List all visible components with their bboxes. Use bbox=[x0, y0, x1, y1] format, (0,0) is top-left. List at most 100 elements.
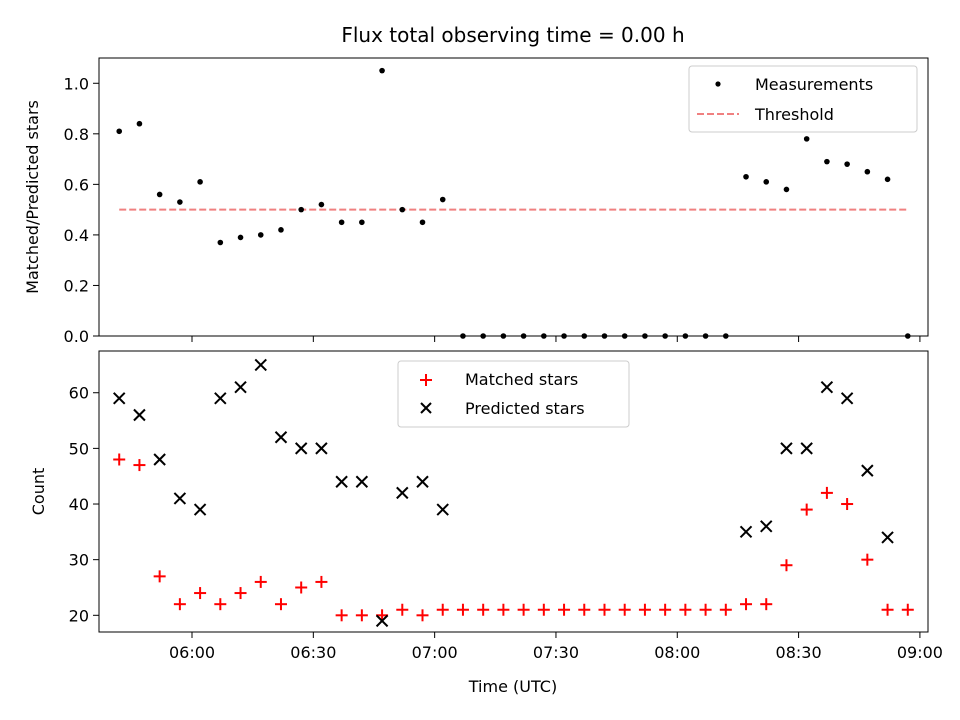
ratio-panel: Flux total observing time = 0.00 h Match… bbox=[23, 23, 929, 346]
predicted-star-point bbox=[274, 431, 288, 444]
x-tick-label: 06:00 bbox=[169, 643, 215, 662]
matched-star-point bbox=[820, 486, 833, 499]
matched-star-point bbox=[558, 603, 571, 616]
matched-star-point bbox=[740, 598, 753, 611]
matched-star-point bbox=[477, 603, 490, 616]
measurement-point bbox=[864, 168, 871, 175]
predicted-star-point bbox=[234, 380, 247, 394]
count-y-axis-label: Count bbox=[29, 468, 48, 516]
predicted-star-point bbox=[193, 503, 207, 516]
predicted-star-point bbox=[254, 358, 267, 372]
matched-star-point bbox=[355, 609, 368, 622]
x-axis-label: Time (UTC) bbox=[468, 677, 557, 696]
matched-star-point bbox=[214, 598, 227, 611]
legend-label-measurements: Measurements bbox=[755, 75, 873, 94]
matched-star-point bbox=[800, 503, 813, 516]
x-tick-label: 06:30 bbox=[290, 643, 336, 662]
matched-star-point bbox=[173, 598, 186, 611]
ratio-legend: Measurements Threshold bbox=[688, 65, 918, 133]
predicted-star-point bbox=[739, 525, 753, 539]
count-panel: Count Time (UTC) 20 30 40 50 60 06:00 06:30 07… bbox=[29, 350, 943, 696]
ratio-y-tick-label: 0.0 bbox=[64, 327, 89, 346]
matched-star-point bbox=[861, 553, 874, 566]
measurement-point bbox=[116, 128, 123, 135]
ratio-y-tick-label: 1.0 bbox=[64, 74, 89, 93]
matched-star-point bbox=[456, 603, 469, 616]
ratio-y-axis-label: Matched/Predicted stars bbox=[23, 100, 42, 294]
predicted-star-point bbox=[214, 392, 227, 405]
ratio-legend-box bbox=[688, 65, 918, 133]
measurement-point bbox=[824, 158, 830, 165]
count-x-ticks: 06:00 06:30 07:00 07:30 08:00 08:30 09:00 bbox=[169, 632, 943, 662]
matched-star-point bbox=[497, 603, 510, 616]
predicted-star-point bbox=[760, 520, 773, 533]
matched-star-point bbox=[335, 609, 348, 622]
ratio-y-tick-label: 0.6 bbox=[64, 175, 89, 194]
legend-label-predicted: Predicted stars bbox=[465, 399, 585, 418]
matched-star-point bbox=[578, 603, 591, 616]
ratio-plot-frame bbox=[98, 57, 929, 337]
x-tick-label: 07:30 bbox=[533, 643, 579, 662]
matched-star-point bbox=[841, 498, 854, 511]
predicted-star-point bbox=[436, 503, 449, 516]
x-tick-label: 08:00 bbox=[654, 643, 700, 662]
matched-star-point bbox=[254, 575, 267, 588]
predicted-star-point bbox=[396, 486, 409, 500]
matched-star-point bbox=[699, 603, 712, 616]
predicted-star-point bbox=[113, 392, 126, 405]
matched-star-point bbox=[618, 603, 631, 616]
matched-star-point bbox=[133, 459, 146, 472]
measurement-point bbox=[338, 219, 345, 226]
measurement-point bbox=[136, 120, 143, 127]
predicted-star-point bbox=[840, 392, 854, 405]
matched-star-points bbox=[113, 453, 914, 622]
measurement-point bbox=[278, 227, 284, 233]
matched-star-point bbox=[780, 559, 793, 572]
measurement-point bbox=[439, 196, 446, 203]
count-y-tick-label: 40 bbox=[69, 495, 89, 514]
measurement-point bbox=[237, 234, 244, 241]
predicted-star-point bbox=[335, 475, 348, 488]
x-tick-label: 07:00 bbox=[412, 643, 458, 662]
matched-star-point bbox=[881, 603, 894, 616]
x-tick-label: 08:30 bbox=[776, 643, 822, 662]
measurement-point bbox=[197, 179, 203, 185]
predicted-star-point bbox=[173, 492, 187, 505]
measurement-point bbox=[318, 201, 325, 208]
predicted-star-point bbox=[153, 453, 166, 466]
matched-star-point bbox=[901, 603, 914, 616]
matched-star-point bbox=[113, 453, 126, 466]
matched-star-point bbox=[396, 603, 409, 616]
measurement-point bbox=[257, 232, 264, 238]
ratio-y-tick-label: 0.8 bbox=[64, 125, 89, 144]
predicted-star-point bbox=[780, 442, 793, 455]
ratio-y-tick-label: 0.4 bbox=[64, 226, 89, 245]
predicted-star-point bbox=[820, 380, 834, 394]
count-y-tick-label: 50 bbox=[69, 439, 89, 458]
matched-star-point bbox=[679, 603, 692, 616]
predicted-star-points bbox=[113, 358, 894, 628]
legend-marker-matched bbox=[420, 374, 432, 386]
predicted-star-point bbox=[416, 475, 429, 488]
count-y-tick-label: 30 bbox=[69, 551, 89, 570]
count-legend-box bbox=[397, 360, 630, 428]
predicted-star-point bbox=[800, 442, 813, 455]
legend-label-matched: Matched stars bbox=[465, 370, 578, 389]
count-y-ticks: 20 30 40 50 60 bbox=[69, 384, 99, 625]
count-legend: Matched stars Predicted stars bbox=[397, 360, 630, 428]
legend-label-threshold: Threshold bbox=[754, 105, 834, 124]
matched-star-point bbox=[598, 603, 611, 616]
matched-star-point bbox=[234, 587, 247, 600]
matched-star-point bbox=[315, 575, 328, 588]
count-plot-frame bbox=[98, 350, 929, 633]
measurement-point bbox=[884, 176, 891, 183]
ratio-x-ticks bbox=[191, 336, 921, 342]
predicted-star-point bbox=[355, 475, 369, 488]
measurement-point bbox=[217, 239, 224, 246]
measurement-point bbox=[763, 179, 770, 185]
matched-star-point bbox=[295, 581, 308, 594]
measurement-point bbox=[419, 219, 426, 226]
predicted-star-point bbox=[881, 531, 894, 544]
legend-marker-measurements bbox=[715, 81, 721, 87]
